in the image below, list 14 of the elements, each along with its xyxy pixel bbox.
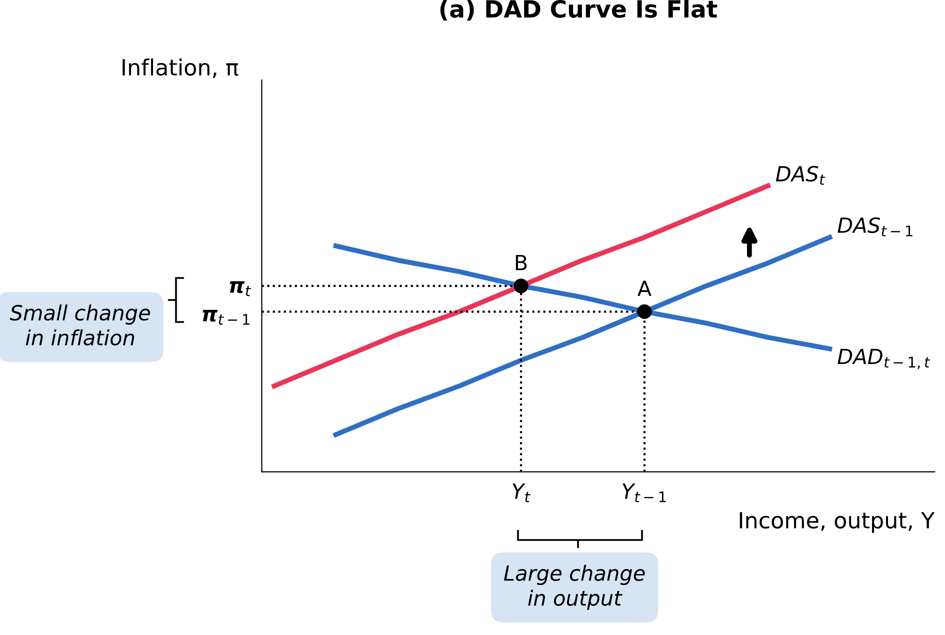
series-label: A [638, 280, 652, 296]
series-label: DAD$_{t−1,t}$ [838, 348, 930, 370]
annotation: π$_{t−1}$ [202, 310, 250, 325]
x-axis-title: Income, output, Y [740, 512, 935, 533]
series-label: DAS$_{t}$ [776, 166, 826, 185]
y-axis-title: Inflation, π [122, 58, 238, 78]
text: Small change in inflation [10, 304, 150, 346]
annotation: π$_{t}$ [230, 281, 252, 296]
x-tick-label: Y$_{t−1}$ [622, 484, 666, 502]
series-label: DAS$_{t−1}$ [838, 217, 912, 236]
text: Large change in output [504, 564, 645, 610]
x-tick-label: Y$_{t}$ [512, 484, 530, 502]
series-label: B [516, 254, 527, 270]
chart-title: (a) DAD Curve Is Flat [440, 0, 718, 21]
